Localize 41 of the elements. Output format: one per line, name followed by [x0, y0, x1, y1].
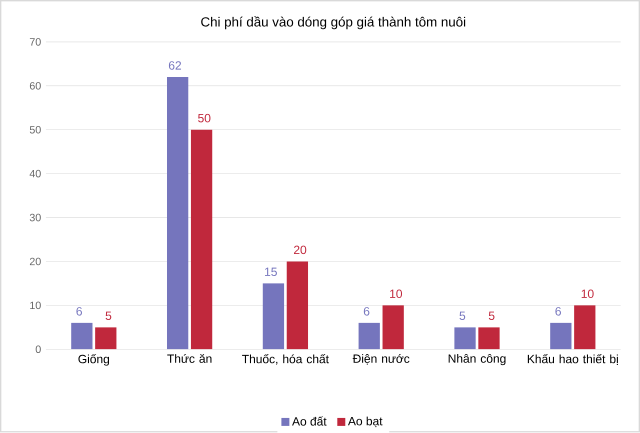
- data-label: 20: [294, 246, 306, 254]
- y-tick-label: 30: [30, 214, 41, 222]
- y-tick-label: 60: [30, 82, 41, 90]
- data-label: 50: [198, 114, 210, 122]
- data-label: 15: [265, 268, 277, 276]
- y-tick-label: 50: [30, 126, 41, 134]
- data-label: 10: [582, 290, 594, 298]
- data-label: 5: [106, 312, 112, 320]
- x-tick-label: Giống: [78, 354, 110, 366]
- bar: [550, 323, 572, 350]
- bar: [478, 327, 500, 350]
- bar: [382, 305, 404, 350]
- y-tick-label: 20: [30, 258, 41, 266]
- x-tick-label: Thức ăn: [167, 354, 212, 363]
- y-tick-label: 0: [36, 346, 41, 354]
- data-label: 10: [390, 290, 402, 298]
- y-tick-label: 40: [30, 170, 41, 178]
- bar: [190, 130, 212, 350]
- bar: [286, 262, 308, 350]
- data-label: 5: [460, 312, 466, 320]
- y-tick-label: 70: [30, 38, 41, 46]
- data-label: 6: [76, 307, 82, 316]
- x-tick-label: Khấu hao thiết bị: [528, 354, 618, 366]
- legend-label: Ao đất: [292, 416, 327, 426]
- x-tick-label: Thuốc, hóa chất: [242, 354, 329, 365]
- bar: [71, 323, 92, 350]
- chart-title: Chi phí dầu vào dóng góp giá thành tôm nuôi: [201, 16, 466, 30]
- bar: [454, 327, 476, 350]
- legend-label: Ao bạt: [348, 416, 382, 428]
- bar: [166, 77, 188, 350]
- bar: [574, 305, 596, 350]
- x-tick-label: Điện nước: [352, 354, 410, 365]
- bar: [262, 283, 284, 350]
- bar: [95, 327, 116, 350]
- data-label: 6: [364, 307, 370, 316]
- y-tick-label: 10: [30, 302, 41, 310]
- bar: [358, 323, 380, 350]
- data-label: 62: [168, 61, 182, 70]
- data-label: 6: [555, 307, 561, 316]
- x-tick-label: Nhân công: [448, 354, 506, 366]
- data-label: 5: [488, 312, 494, 320]
